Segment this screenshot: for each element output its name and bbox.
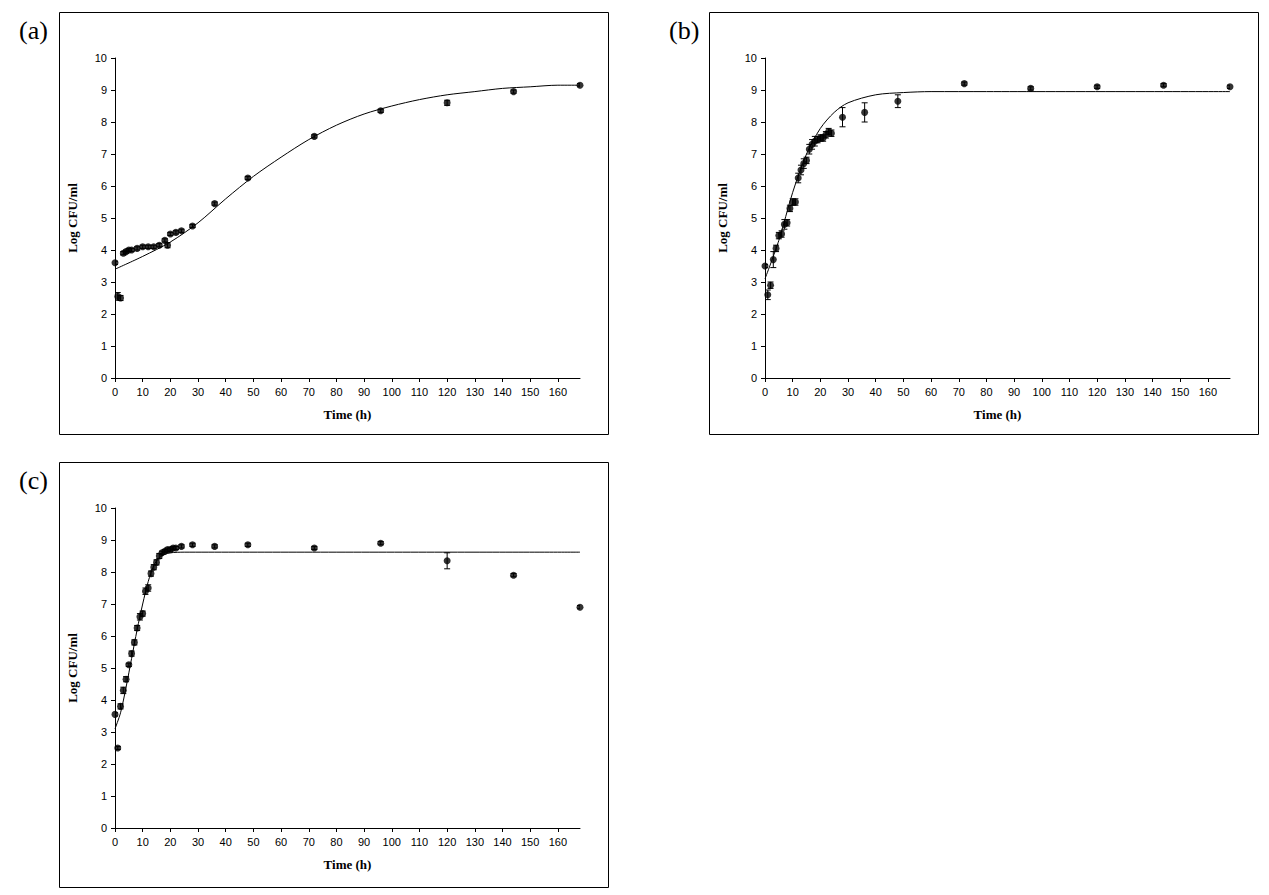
svg-text:100: 100: [1033, 386, 1051, 398]
svg-text:150: 150: [521, 386, 539, 398]
svg-text:3: 3: [101, 726, 107, 738]
svg-text:1: 1: [751, 340, 757, 352]
svg-text:(a): (a): [19, 16, 48, 45]
svg-text:80: 80: [330, 386, 342, 398]
svg-text:30: 30: [842, 386, 854, 398]
svg-text:120: 120: [1088, 386, 1106, 398]
svg-text:20: 20: [164, 836, 176, 848]
svg-text:30: 30: [192, 386, 204, 398]
svg-text:10: 10: [787, 386, 799, 398]
svg-text:40: 40: [870, 386, 882, 398]
svg-text:Log CFU/ml: Log CFU/ml: [65, 183, 80, 253]
svg-text:7: 7: [101, 148, 107, 160]
svg-text:0: 0: [101, 822, 107, 834]
svg-text:110: 110: [411, 836, 429, 848]
svg-text:50: 50: [247, 836, 259, 848]
svg-text:Log CFU/ml: Log CFU/ml: [715, 183, 730, 253]
svg-text:3: 3: [101, 276, 107, 288]
svg-text:120: 120: [438, 386, 456, 398]
svg-text:20: 20: [814, 386, 826, 398]
svg-text:70: 70: [303, 836, 315, 848]
svg-text:110: 110: [1061, 386, 1079, 398]
svg-text:130: 130: [466, 386, 484, 398]
svg-text:110: 110: [411, 386, 429, 398]
svg-text:40: 40: [220, 836, 232, 848]
svg-text:1: 1: [101, 340, 107, 352]
svg-text:2: 2: [751, 308, 757, 320]
svg-text:10: 10: [95, 52, 107, 64]
svg-text:8: 8: [101, 566, 107, 578]
svg-text:7: 7: [101, 598, 107, 610]
svg-text:0: 0: [112, 386, 118, 398]
svg-text:100: 100: [383, 836, 401, 848]
svg-text:0: 0: [112, 836, 118, 848]
svg-text:60: 60: [275, 386, 287, 398]
svg-text:Time (h): Time (h): [324, 857, 372, 872]
svg-text:6: 6: [101, 180, 107, 192]
svg-text:4: 4: [101, 244, 107, 256]
svg-text:10: 10: [137, 836, 149, 848]
svg-text:0: 0: [762, 386, 768, 398]
svg-text:9: 9: [101, 534, 107, 546]
svg-text:Log CFU/ml: Log CFU/ml: [65, 633, 80, 703]
svg-text:0: 0: [751, 372, 757, 384]
svg-text:140: 140: [1143, 386, 1161, 398]
svg-text:1: 1: [101, 790, 107, 802]
svg-text:5: 5: [101, 212, 107, 224]
svg-text:140: 140: [493, 386, 511, 398]
svg-text:30: 30: [192, 836, 204, 848]
svg-text:50: 50: [247, 386, 259, 398]
svg-text:10: 10: [745, 52, 757, 64]
svg-text:160: 160: [1199, 386, 1217, 398]
svg-text:2: 2: [101, 758, 107, 770]
svg-text:70: 70: [953, 386, 965, 398]
svg-text:0: 0: [101, 372, 107, 384]
svg-text:160: 160: [549, 836, 567, 848]
svg-text:50: 50: [897, 386, 909, 398]
svg-text:2: 2: [101, 308, 107, 320]
svg-text:20: 20: [164, 386, 176, 398]
svg-text:130: 130: [1116, 386, 1134, 398]
svg-text:150: 150: [521, 836, 539, 848]
svg-text:120: 120: [438, 836, 456, 848]
svg-text:9: 9: [101, 84, 107, 96]
svg-text:140: 140: [493, 836, 511, 848]
svg-text:60: 60: [925, 386, 937, 398]
svg-text:40: 40: [220, 386, 232, 398]
svg-text:90: 90: [358, 386, 370, 398]
svg-text:8: 8: [751, 116, 757, 128]
svg-text:5: 5: [751, 212, 757, 224]
svg-text:60: 60: [275, 836, 287, 848]
svg-text:100: 100: [383, 386, 401, 398]
svg-text:7: 7: [751, 148, 757, 160]
svg-text:9: 9: [751, 84, 757, 96]
svg-text:160: 160: [549, 386, 567, 398]
svg-text:6: 6: [751, 180, 757, 192]
svg-text:(b): (b): [669, 16, 699, 45]
svg-text:8: 8: [101, 116, 107, 128]
svg-text:6: 6: [101, 630, 107, 642]
svg-text:150: 150: [1171, 386, 1189, 398]
svg-text:5: 5: [101, 662, 107, 674]
svg-text:10: 10: [137, 386, 149, 398]
svg-text:80: 80: [980, 386, 992, 398]
svg-text:70: 70: [303, 386, 315, 398]
svg-text:130: 130: [466, 836, 484, 848]
svg-text:Time (h): Time (h): [974, 407, 1022, 422]
svg-text:90: 90: [1008, 386, 1020, 398]
svg-text:90: 90: [358, 836, 370, 848]
svg-text:Time (h): Time (h): [324, 407, 372, 422]
svg-text:(c): (c): [19, 466, 48, 495]
svg-text:10: 10: [95, 502, 107, 514]
svg-text:3: 3: [751, 276, 757, 288]
svg-text:4: 4: [751, 244, 757, 256]
svg-text:4: 4: [101, 694, 107, 706]
svg-text:80: 80: [330, 836, 342, 848]
